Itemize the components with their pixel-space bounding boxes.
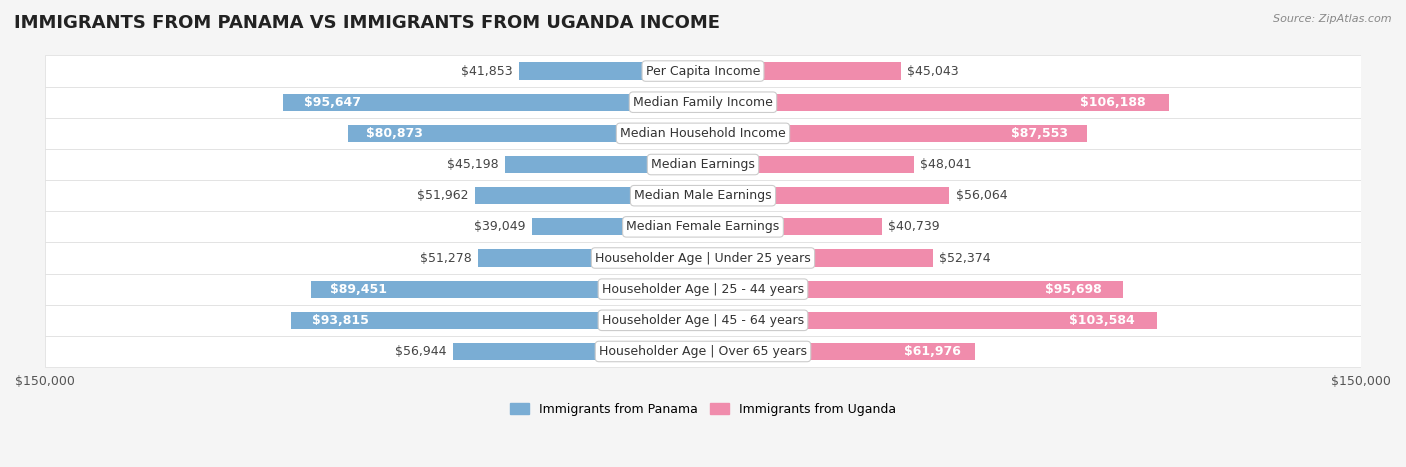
Bar <box>703 63 901 79</box>
Text: $89,451: $89,451 <box>330 283 387 296</box>
Text: $40,739: $40,739 <box>889 220 941 234</box>
Text: $51,962: $51,962 <box>418 189 468 202</box>
Text: IMMIGRANTS FROM PANAMA VS IMMIGRANTS FROM UGANDA INCOME: IMMIGRANTS FROM PANAMA VS IMMIGRANTS FRO… <box>14 14 720 32</box>
FancyBboxPatch shape <box>45 305 1361 336</box>
Text: Median Household Income: Median Household Income <box>620 127 786 140</box>
FancyBboxPatch shape <box>45 242 1361 274</box>
Bar <box>703 187 949 204</box>
Text: $106,188: $106,188 <box>1080 96 1146 109</box>
Text: $41,853: $41,853 <box>461 64 513 78</box>
Bar <box>349 125 703 142</box>
Bar <box>284 94 703 111</box>
Text: $93,815: $93,815 <box>312 314 368 327</box>
Text: $51,278: $51,278 <box>420 252 471 264</box>
Bar <box>703 125 1087 142</box>
Bar <box>531 218 703 235</box>
Text: $87,553: $87,553 <box>1011 127 1069 140</box>
Bar <box>453 343 703 360</box>
FancyBboxPatch shape <box>45 180 1361 211</box>
Text: $103,584: $103,584 <box>1069 314 1135 327</box>
FancyBboxPatch shape <box>45 87 1361 118</box>
Bar <box>519 63 703 79</box>
Text: $95,698: $95,698 <box>1045 283 1102 296</box>
Legend: Immigrants from Panama, Immigrants from Uganda: Immigrants from Panama, Immigrants from … <box>505 398 901 421</box>
Text: $39,049: $39,049 <box>474 220 524 234</box>
FancyBboxPatch shape <box>45 118 1361 149</box>
Text: Median Male Earnings: Median Male Earnings <box>634 189 772 202</box>
Text: $48,041: $48,041 <box>921 158 972 171</box>
Bar <box>703 343 974 360</box>
Text: Householder Age | 25 - 44 years: Householder Age | 25 - 44 years <box>602 283 804 296</box>
Bar <box>703 156 914 173</box>
Text: $56,064: $56,064 <box>956 189 1007 202</box>
FancyBboxPatch shape <box>45 274 1361 305</box>
Text: $52,374: $52,374 <box>939 252 991 264</box>
Text: $95,647: $95,647 <box>304 96 361 109</box>
Text: Median Female Earnings: Median Female Earnings <box>627 220 779 234</box>
Bar <box>703 249 932 267</box>
Text: Per Capita Income: Per Capita Income <box>645 64 761 78</box>
Text: Householder Age | Over 65 years: Householder Age | Over 65 years <box>599 345 807 358</box>
Bar <box>703 312 1157 329</box>
Text: $61,976: $61,976 <box>904 345 962 358</box>
Text: Householder Age | Under 25 years: Householder Age | Under 25 years <box>595 252 811 264</box>
Bar <box>291 312 703 329</box>
Text: Median Family Income: Median Family Income <box>633 96 773 109</box>
Bar <box>475 187 703 204</box>
Bar <box>703 218 882 235</box>
Bar <box>703 94 1168 111</box>
Bar <box>505 156 703 173</box>
Text: $45,043: $45,043 <box>907 64 959 78</box>
Bar <box>703 281 1123 298</box>
Bar <box>311 281 703 298</box>
Text: $80,873: $80,873 <box>366 127 423 140</box>
Bar <box>478 249 703 267</box>
Text: $45,198: $45,198 <box>447 158 498 171</box>
Text: Source: ZipAtlas.com: Source: ZipAtlas.com <box>1274 14 1392 24</box>
FancyBboxPatch shape <box>45 211 1361 242</box>
Text: Householder Age | 45 - 64 years: Householder Age | 45 - 64 years <box>602 314 804 327</box>
FancyBboxPatch shape <box>45 56 1361 87</box>
FancyBboxPatch shape <box>45 149 1361 180</box>
Text: Median Earnings: Median Earnings <box>651 158 755 171</box>
Text: $56,944: $56,944 <box>395 345 447 358</box>
FancyBboxPatch shape <box>45 336 1361 367</box>
